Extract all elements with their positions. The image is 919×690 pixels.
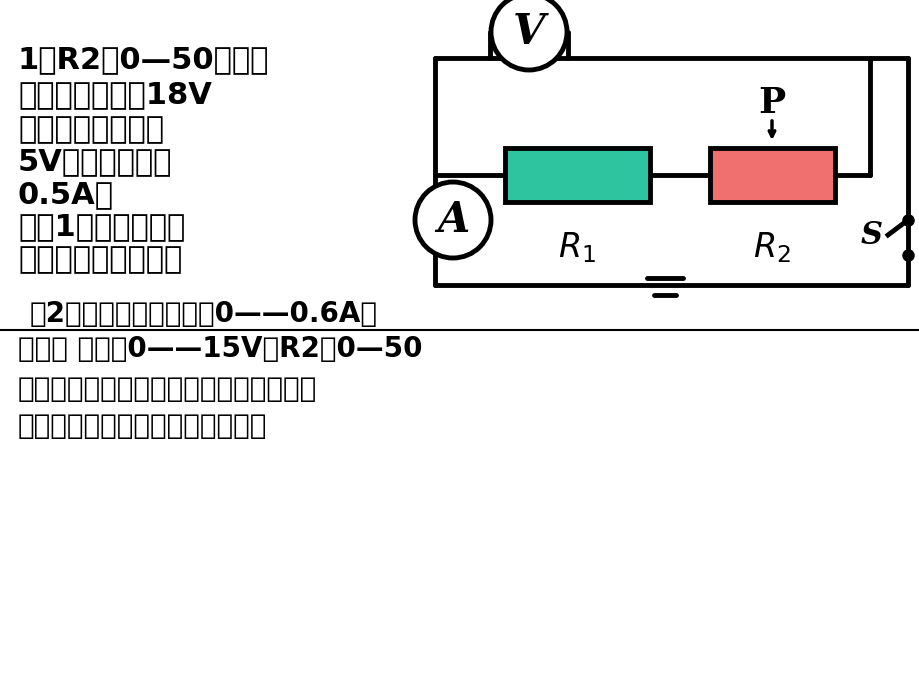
Text: 阻器，电源电压18V: 阻器，电源电压18V <box>18 80 211 109</box>
Text: 求（1）变阻器接入: 求（1）变阻器接入 <box>18 212 185 241</box>
Text: S: S <box>860 219 882 250</box>
Text: V: V <box>512 11 545 53</box>
Text: P: P <box>757 86 785 120</box>
Text: 电压表 的量程0——15V，R2是0—50: 电压表 的量程0——15V，R2是0—50 <box>18 335 422 363</box>
Text: 不变，电压表示数: 不变，电压表示数 <box>18 115 164 144</box>
Text: （2）若电流表的量程是0——0.6A，: （2）若电流表的量程是0——0.6A， <box>30 300 378 328</box>
FancyBboxPatch shape <box>505 148 650 202</box>
Text: 0.5A，: 0.5A， <box>18 180 114 209</box>
Text: 欧的变阻器，如使电表不损坏，滑动变阻: 欧的变阻器，如使电表不损坏，滑动变阻 <box>18 375 317 403</box>
FancyBboxPatch shape <box>709 148 834 202</box>
Circle shape <box>414 182 491 258</box>
Text: 器接入电路的阻值的范围为多少？: 器接入电路的阻值的范围为多少？ <box>18 412 267 440</box>
Text: 5V，电流表示数: 5V，电流表示数 <box>18 147 172 176</box>
Text: 1、R2是0—50欧的变: 1、R2是0—50欧的变 <box>18 45 269 74</box>
Text: A: A <box>437 199 469 241</box>
Circle shape <box>491 0 566 70</box>
Text: $R_2$: $R_2$ <box>753 230 790 265</box>
Text: $R_1$: $R_1$ <box>558 230 596 265</box>
Text: 电路中的阻值多大？: 电路中的阻值多大？ <box>18 245 182 274</box>
